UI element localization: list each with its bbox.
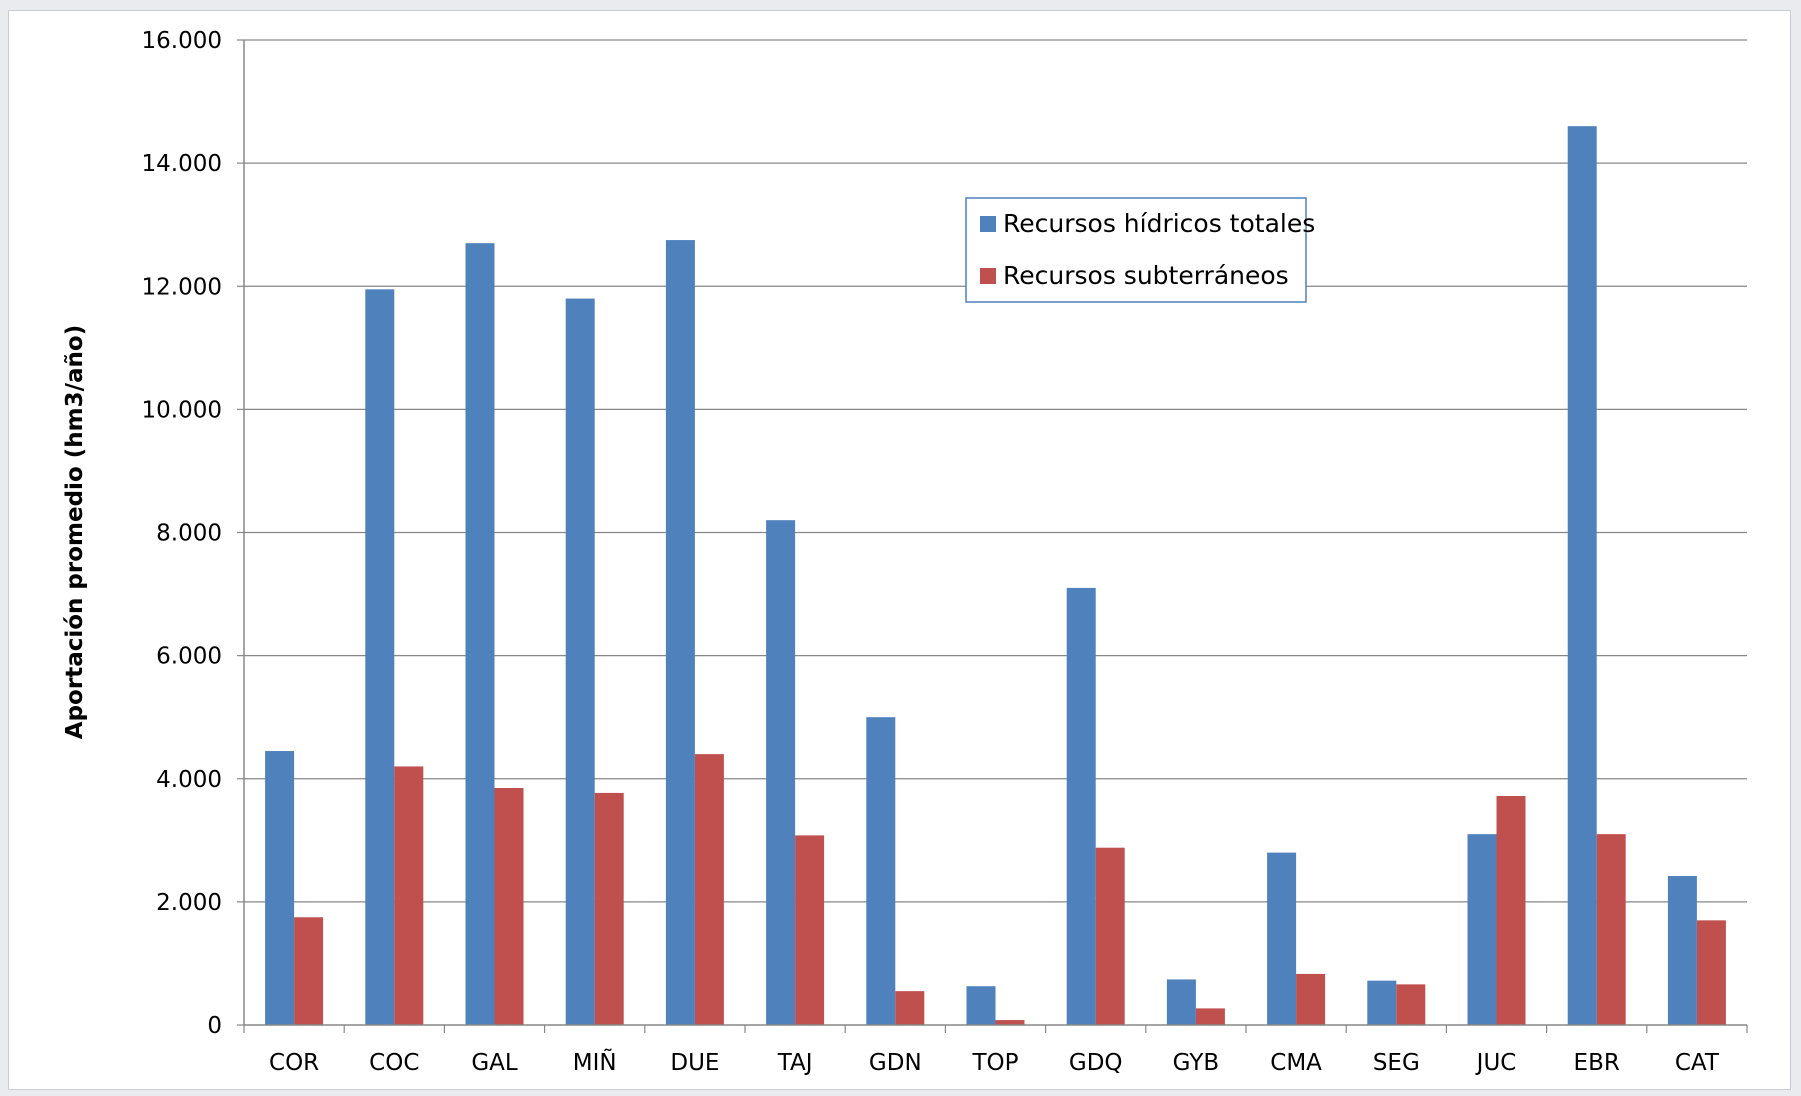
- y-tick-label: 14.000: [142, 151, 222, 177]
- bar-subterraneos-gal: [494, 787, 524, 1025]
- legend-label-subterraneos: Recursos subterráneos: [1003, 261, 1289, 290]
- y-tick-label: 2.000: [156, 890, 222, 916]
- y-tick-label: 12.000: [142, 274, 222, 300]
- y-tick-label: 10.000: [142, 397, 222, 423]
- x-tick-label: DUE: [670, 1050, 719, 1076]
- x-tick-label: TAJ: [777, 1050, 813, 1076]
- bar-totales-juc: [1467, 834, 1497, 1025]
- x-tick-label: COR: [269, 1050, 319, 1076]
- x-tick-label: JUC: [1475, 1050, 1517, 1076]
- bar-subterraneos-cma: [1296, 973, 1326, 1025]
- bar-totales-taj: [766, 520, 796, 1025]
- x-tick-labels: COR COC GAL MIÑ DUE TAJ GDN TOP GDQ GYB CMA SEG JUC E…: [243, 1025, 1748, 1076]
- bar-subterraneos-gdq: [1095, 847, 1125, 1025]
- bar-subterraneos-top: [995, 1020, 1025, 1025]
- bar-subterraneos-miñ: [594, 792, 624, 1025]
- bar-totales-cat: [1667, 876, 1697, 1025]
- x-tick-label: CAT: [1675, 1050, 1720, 1076]
- bar-subterraneos-taj: [795, 835, 825, 1025]
- legend-swatch-totales: [980, 216, 996, 232]
- x-tick-label: GDN: [869, 1050, 922, 1076]
- x-tick-label: SEG: [1373, 1050, 1420, 1076]
- x-tick-label: COC: [369, 1050, 419, 1076]
- bar-subterraneos-cat: [1696, 920, 1726, 1025]
- bar-subterraneos-coc: [394, 766, 424, 1025]
- bar-totales-gdq: [1066, 587, 1096, 1025]
- x-tick-label: TOP: [971, 1050, 1018, 1076]
- bar-totales-cor: [265, 751, 295, 1025]
- x-tick-label: GYB: [1173, 1050, 1220, 1076]
- y-axis-title: Aportación promedio (hm3/año): [62, 325, 88, 739]
- bar-totales-miñ: [565, 298, 595, 1025]
- y-tick-label: 8.000: [156, 521, 222, 547]
- legend-swatch-subterraneos: [980, 268, 996, 284]
- y-tick-labels: 0 2.000 4.000 6.000 8.000 10.000 12.000 14.000 1…: [142, 28, 244, 1039]
- bar-subterraneos-gyb: [1195, 1008, 1225, 1025]
- x-tick-label: GAL: [471, 1050, 518, 1076]
- bar-totales-coc: [365, 289, 395, 1025]
- x-tick-label: GDQ: [1069, 1050, 1123, 1076]
- bar-subterraneos-juc: [1496, 795, 1526, 1025]
- x-tick-label: MIÑ: [573, 1048, 617, 1076]
- bar-totales-gal: [465, 243, 495, 1025]
- x-tick-label: EBR: [1574, 1050, 1620, 1076]
- bar-totales-ebr: [1567, 126, 1597, 1025]
- bar-totales-due: [665, 240, 695, 1025]
- bar-totales-gdn: [866, 717, 896, 1025]
- legend-label-totales: Recursos hídricos totales: [1003, 209, 1315, 238]
- y-tick-label: 16.000: [142, 28, 222, 54]
- bar-subterraneos-due: [694, 754, 724, 1025]
- y-tick-label: 0: [207, 1013, 222, 1039]
- y-tick-label: 4.000: [156, 767, 222, 793]
- bar-totales-gyb: [1166, 979, 1196, 1025]
- bar-subterraneos-cor: [294, 917, 324, 1025]
- bar-totales-cma: [1267, 852, 1297, 1025]
- bar-totales-top: [966, 986, 996, 1025]
- legend: Recursos hídricos totales Recursos subte…: [965, 197, 1315, 303]
- bar-totales-seg: [1367, 980, 1397, 1025]
- legend-box: [965, 197, 1307, 303]
- bar-subterraneos-ebr: [1596, 834, 1626, 1025]
- x-tick-label: CMA: [1270, 1050, 1322, 1076]
- y-tick-label: 6.000: [156, 644, 222, 670]
- bar-subterraneos-seg: [1396, 984, 1426, 1025]
- bar-subterraneos-gdn: [895, 991, 925, 1025]
- bars: [265, 126, 1726, 1025]
